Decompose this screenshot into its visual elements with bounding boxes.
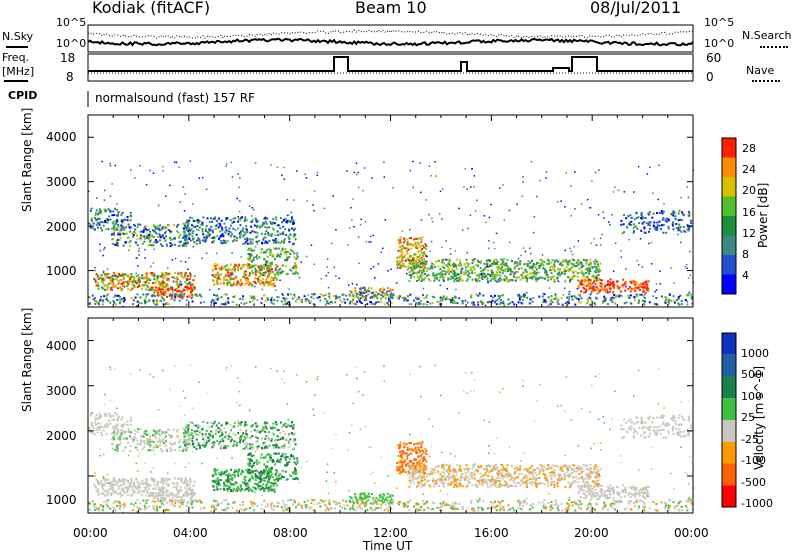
velocity-colorbar-segment [722,333,736,355]
freq-tick-top: 18 [60,51,76,65]
vel-cbar-tick-100: 100 [741,390,762,403]
freq-panel-frame [87,53,694,82]
velocity-colorbar-segment [722,376,736,399]
power-heatmap [88,160,695,309]
xtick-0400: 04:00 [173,526,208,540]
power-colorbar-segment [722,157,736,177]
velocity-colorbar-segment [722,420,736,442]
velocity-colorbar-segment [722,441,736,464]
power-cbar-tick-12: 12 [742,227,756,240]
velocity-ytick-4000: 4000 [46,339,77,353]
freq-label: Freq. [2,51,30,64]
power-ytick-1000: 1000 [46,264,77,278]
power-panel-frame [87,114,694,308]
xtick-0800: 08:00 [273,526,308,540]
velocity-ylabel: Slant Range [km] [20,307,34,412]
xtick-0000-end: 00:00 [674,526,709,540]
n-search-legend-line [760,46,788,48]
velocity-ytick-1000: 1000 [46,493,77,507]
noise-panel [87,29,694,47]
station-title: Kodiak (fitACF) [92,0,211,17]
velocity-ytick-2000: 2000 [46,429,77,443]
freq-tick-bottom: 8 [66,70,74,84]
frequency-trace [88,56,693,72]
nave-label: Nave [746,64,775,77]
velocity-colorbar-segment [722,354,736,377]
nave-tick-bottom: 0 [706,70,714,84]
power-cbar-tick-4: 4 [742,269,749,282]
n-search-trace [87,29,693,39]
xtick-1200: 12:00 [373,526,408,540]
power-cbar-tick-24: 24 [742,163,756,176]
velocity-colorbar-segment [722,463,736,486]
cpid-label: CPID [8,89,38,102]
frequency-panel [88,56,693,74]
xtick-1600: 16:00 [474,526,509,540]
velocity-colorbar-segment [722,398,736,420]
power-ytick-2000: 2000 [46,220,77,234]
velocity-ytick-3000: 3000 [46,384,77,398]
power-colorbar-segment [722,255,736,275]
nave-legend-line [752,80,780,82]
beam-title: Beam 10 [355,0,427,17]
power-colorbar-label: Power [dB] [756,182,770,248]
velocity-colorbar-segment [722,485,736,507]
noise-left-tick-top: 10^5 [56,16,87,29]
xtick-2000: 20:00 [574,526,609,540]
velocity-heatmap [88,364,695,515]
power-cbar-tick-28: 28 [742,142,756,155]
xtick-0000-start: 00:00 [73,526,108,540]
power-ytick-4000: 4000 [46,130,77,144]
freq-units-label: [MHz] [2,65,35,78]
velocity-colorbar-frame [721,332,737,508]
vel-cbar-tick-500: 500 [741,368,762,381]
noise-left-tick-bottom: 10^0 [56,37,87,50]
vel-cbar-tick-25: 25 [741,411,755,424]
power-colorbar-frame [721,137,737,295]
n-sky-legend-line [6,46,28,48]
power-cbar-tick-8: 8 [742,248,749,261]
power-colorbar-segment [722,177,736,197]
vel-cbar-tick-1000: 1000 [741,347,769,360]
freq-legend-line [4,80,28,82]
velocity-panel-frame [87,317,694,514]
noise-right-tick-bottom: 10^0 [704,37,735,50]
power-cbar-tick-20: 20 [742,184,756,197]
vel-cbar-tick-minus-500: -500 [741,476,766,489]
power-colorbar-segment [722,274,736,294]
power-colorbar-segment [722,196,736,216]
n-sky-trace [87,37,694,47]
colorbars [721,137,737,508]
vel-cbar-tick-minus-25: -25 [741,433,759,446]
time-axis-label: Time UT [363,539,413,553]
vel-cbar-tick-minus-1000: -1000 [741,497,773,510]
program-name: normalsound (fast) 157 RF [95,91,255,105]
power-cbar-tick-16: 16 [742,206,756,219]
n-sky-label: N.Sky [2,30,34,43]
panel-frames [87,24,694,514]
power-colorbar-segment [722,138,736,158]
noise-panel-frame [87,24,694,53]
noise-right-tick-top: 10^5 [704,16,735,29]
power-colorbar-segment [722,216,736,236]
vel-cbar-tick-minus-100: -100 [741,454,766,467]
date-title: 08/Jul/2011 [590,0,682,17]
power-ylabel: Slant Range [km] [20,107,34,212]
power-colorbar-segment [722,235,736,255]
power-ytick-3000: 3000 [46,175,77,189]
n-search-label: N.Search [742,29,792,42]
nave-tick-top: 60 [706,51,722,65]
